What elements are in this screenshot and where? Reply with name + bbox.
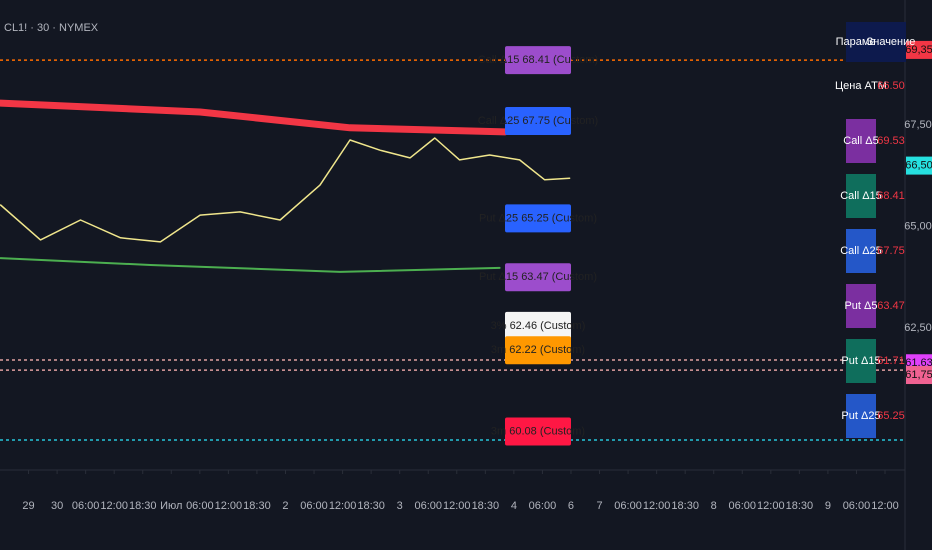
price-marker-box: [906, 40, 932, 59]
x-tick-label: 12:00: [757, 500, 785, 512]
x-tick-label: 18:30: [357, 500, 385, 512]
table-row-label: Put Δ25: [841, 410, 880, 422]
table-row-value: 67.75: [877, 245, 905, 257]
level-label-box: [505, 106, 571, 135]
price-marker-label: 66,50: [905, 160, 932, 172]
table-row-label: Call Δ5: [843, 135, 878, 147]
series-line: [0, 99, 509, 136]
table-row-label: Put Δ15: [841, 355, 880, 367]
level-label: 3% 62.46 (Custom): [491, 320, 586, 332]
table-header-cell: [846, 22, 876, 62]
price-marker-label: 69,35: [905, 44, 932, 56]
x-axis-area: [0, 470, 905, 550]
table-row-label: Call Δ25: [840, 245, 882, 257]
x-tick-label: 4: [511, 500, 517, 512]
table-row-value: 69.53: [877, 135, 905, 147]
level-label: Put Δ15 63.47 (Custom): [479, 271, 597, 283]
y-tick-label: 67,50: [904, 119, 932, 131]
x-tick-label: 12:00: [871, 500, 899, 512]
x-tick-label: 12:00: [443, 500, 471, 512]
x-tick-label: 6: [568, 500, 574, 512]
y-tick-label: 65,00: [904, 220, 932, 232]
table-row-value: 66.50: [877, 80, 905, 92]
x-tick-label: Июл: [160, 500, 182, 512]
table-header: Значение: [867, 36, 916, 48]
table-row-value: 61.71: [877, 355, 905, 367]
x-tick-label: 18:30: [786, 500, 814, 512]
x-tick-label: 12:00: [100, 500, 128, 512]
price-marker-label: 61,75: [905, 369, 932, 381]
table-header-cell: [876, 22, 906, 62]
table-cell: [846, 174, 876, 218]
x-tick-label: 12:00: [643, 500, 671, 512]
x-tick-label: 12:00: [329, 500, 357, 512]
table-cell: [846, 229, 876, 273]
x-tick-label: 06:00: [843, 500, 871, 512]
x-tick-label: 7: [596, 500, 602, 512]
chart-title: CL1! · 30 · NYMEX: [4, 22, 99, 34]
table-row-label: Call Δ15: [840, 190, 882, 202]
x-tick-label: 06:00: [414, 500, 442, 512]
level-label: Call Δ15 68.41 (Custom): [478, 54, 598, 66]
x-tick-label: 2: [282, 500, 288, 512]
series-line: [0, 257, 501, 273]
x-tick-label: 12:00: [215, 500, 243, 512]
x-tick-label: 06:00: [729, 500, 757, 512]
table-cell: [846, 339, 876, 383]
x-tick-label: 8: [711, 500, 717, 512]
x-tick-label: 06:00: [186, 500, 214, 512]
y-tick-label: 62,50: [904, 322, 932, 334]
x-tick-label: 18:30: [671, 500, 699, 512]
table-row-value: 63.47: [877, 300, 905, 312]
level-label: Call Δ25 67.75 (Custom): [478, 115, 598, 127]
table-cell: [846, 394, 876, 438]
table-header: Параметр: [836, 36, 887, 48]
level-label: 3m 62.22 (Custom): [491, 344, 585, 356]
level-label-box: [505, 204, 571, 233]
table-row-value: 68.41: [877, 190, 905, 202]
x-tick-label: 30: [51, 500, 63, 512]
level-label-box: [505, 46, 571, 75]
x-tick-label: 06:00: [529, 500, 557, 512]
level-label-box: [505, 263, 571, 292]
table-cell: [846, 64, 876, 108]
level-label-box: [505, 311, 571, 340]
table-cell: [846, 119, 876, 163]
level-label-box: [505, 336, 571, 365]
x-tick-label: 18:30: [472, 500, 500, 512]
price-marker-box: [906, 366, 932, 385]
x-tick-label: 06:00: [72, 500, 100, 512]
level-label: 3m 60.08 (Custom): [491, 425, 585, 437]
x-tick-label: 29: [22, 500, 34, 512]
x-tick-label: 3: [397, 500, 403, 512]
level-label-box: [505, 417, 571, 446]
x-tick-label: 06:00: [300, 500, 328, 512]
x-tick-label: 06:00: [614, 500, 642, 512]
table-row-value: 65.25: [877, 410, 905, 422]
table-row-label: Цена ATM: [835, 80, 887, 92]
table-row-label: Put Δ5: [844, 300, 877, 312]
series-line: [0, 137, 571, 243]
x-tick-label: 18:30: [129, 500, 157, 512]
level-label: Put Δ25 65.25 (Custom): [479, 212, 597, 224]
price-marker-box: [906, 156, 932, 175]
x-tick-label: 18:30: [243, 500, 271, 512]
x-tick-label: 9: [825, 500, 831, 512]
table-cell: [846, 284, 876, 328]
